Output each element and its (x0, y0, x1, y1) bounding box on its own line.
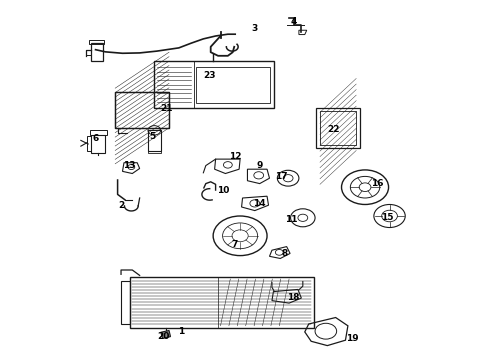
Text: 14: 14 (253, 199, 266, 208)
Text: 19: 19 (346, 334, 359, 343)
Text: 15: 15 (381, 213, 393, 222)
Text: 10: 10 (217, 186, 229, 195)
Text: 5: 5 (149, 132, 155, 141)
Text: 16: 16 (371, 179, 384, 188)
Text: 8: 8 (281, 249, 287, 258)
Text: 6: 6 (93, 134, 98, 143)
Text: 18: 18 (287, 292, 299, 302)
Text: 13: 13 (122, 161, 135, 170)
Text: 23: 23 (203, 71, 216, 80)
Text: 11: 11 (285, 215, 298, 224)
Text: 21: 21 (160, 104, 173, 112)
Text: 22: 22 (327, 125, 340, 134)
Text: 3: 3 (252, 24, 258, 33)
Polygon shape (161, 330, 171, 338)
Text: 9: 9 (256, 161, 263, 170)
Text: 1: 1 (178, 328, 184, 336)
Text: 12: 12 (229, 152, 242, 161)
Text: 20: 20 (157, 332, 170, 341)
Text: 7: 7 (231, 240, 238, 248)
Text: 2: 2 (119, 201, 124, 210)
Text: 17: 17 (275, 172, 288, 181)
Text: 4: 4 (291, 17, 297, 26)
